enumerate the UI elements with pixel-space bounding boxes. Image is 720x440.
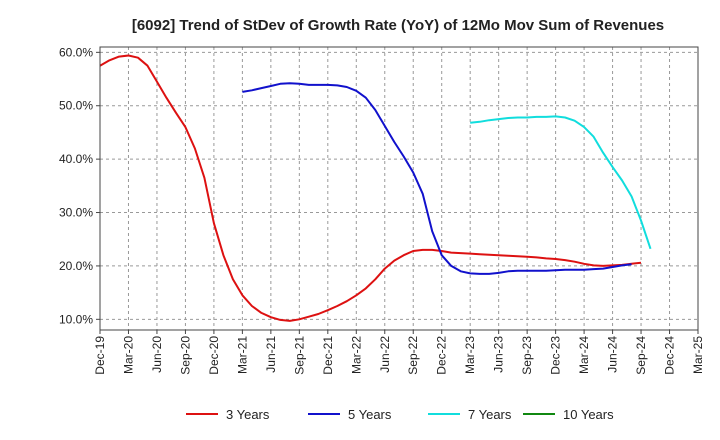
- x-axis: Dec-19 Mar-20 Jun-20 Sep-20 Dec-20 Mar-21 Jun-…: [93, 330, 705, 375]
- x-tick-label: Jun-23: [492, 336, 506, 373]
- x-tick-label: Mar-21: [235, 336, 249, 374]
- x-tick-label: Sep-21: [292, 336, 306, 375]
- x-tick-label: Dec-22: [435, 336, 449, 375]
- x-tick-label: Jun-21: [264, 336, 278, 373]
- legend: 3 Years 5 Years 7 Years 10 Years: [186, 407, 614, 422]
- chart-title: [6092] Trend of StDev of Growth Rate (Yo…: [132, 17, 664, 34]
- series-line-7-years: [470, 115, 652, 250]
- legend-label: 3 Years: [226, 407, 270, 422]
- x-tick-label: Mar-22: [349, 336, 363, 374]
- y-tick-label: 20.0%: [59, 259, 93, 273]
- y-tick-label: 60.0%: [59, 45, 93, 59]
- x-tick-label: Dec-24: [663, 336, 677, 375]
- y-tick-label: 30.0%: [59, 206, 93, 220]
- x-tick-label: Dec-20: [207, 336, 221, 375]
- y-axis: 10.0% 20.0% 30.0% 40.0% 50.0% 60.0%: [59, 45, 100, 326]
- x-tick-label: Sep-23: [520, 336, 534, 375]
- y-tick-label: 40.0%: [59, 152, 93, 166]
- x-tick-label: Dec-21: [321, 336, 335, 375]
- series-line-3-years: [99, 54, 642, 322]
- series-lines: [99, 54, 652, 322]
- x-tick-label: Jun-22: [378, 336, 392, 373]
- x-tick-label: Mar-25: [691, 336, 705, 374]
- x-tick-label: Mar-23: [463, 336, 477, 374]
- y-tick-label: 50.0%: [59, 99, 93, 113]
- x-tick-label: Sep-22: [406, 336, 420, 375]
- legend-label: 5 Years: [348, 407, 392, 422]
- x-tick-label: Mar-24: [577, 336, 591, 374]
- x-tick-label: Jun-24: [606, 336, 620, 373]
- x-tick-label: Dec-19: [93, 336, 107, 375]
- x-tick-label: Dec-23: [549, 336, 563, 375]
- plot-frame: [99, 46, 699, 331]
- legend-label: 7 Years: [468, 407, 512, 422]
- x-tick-label: Sep-20: [178, 336, 192, 375]
- y-tick-label: 10.0%: [59, 312, 93, 326]
- legend-label: 10 Years: [563, 407, 614, 422]
- series-line-5-years: [242, 82, 632, 275]
- grid: [99, 47, 699, 330]
- x-tick-label: Mar-20: [121, 336, 135, 374]
- x-tick-label: Jun-20: [150, 336, 164, 373]
- x-tick-label: Sep-24: [634, 336, 648, 375]
